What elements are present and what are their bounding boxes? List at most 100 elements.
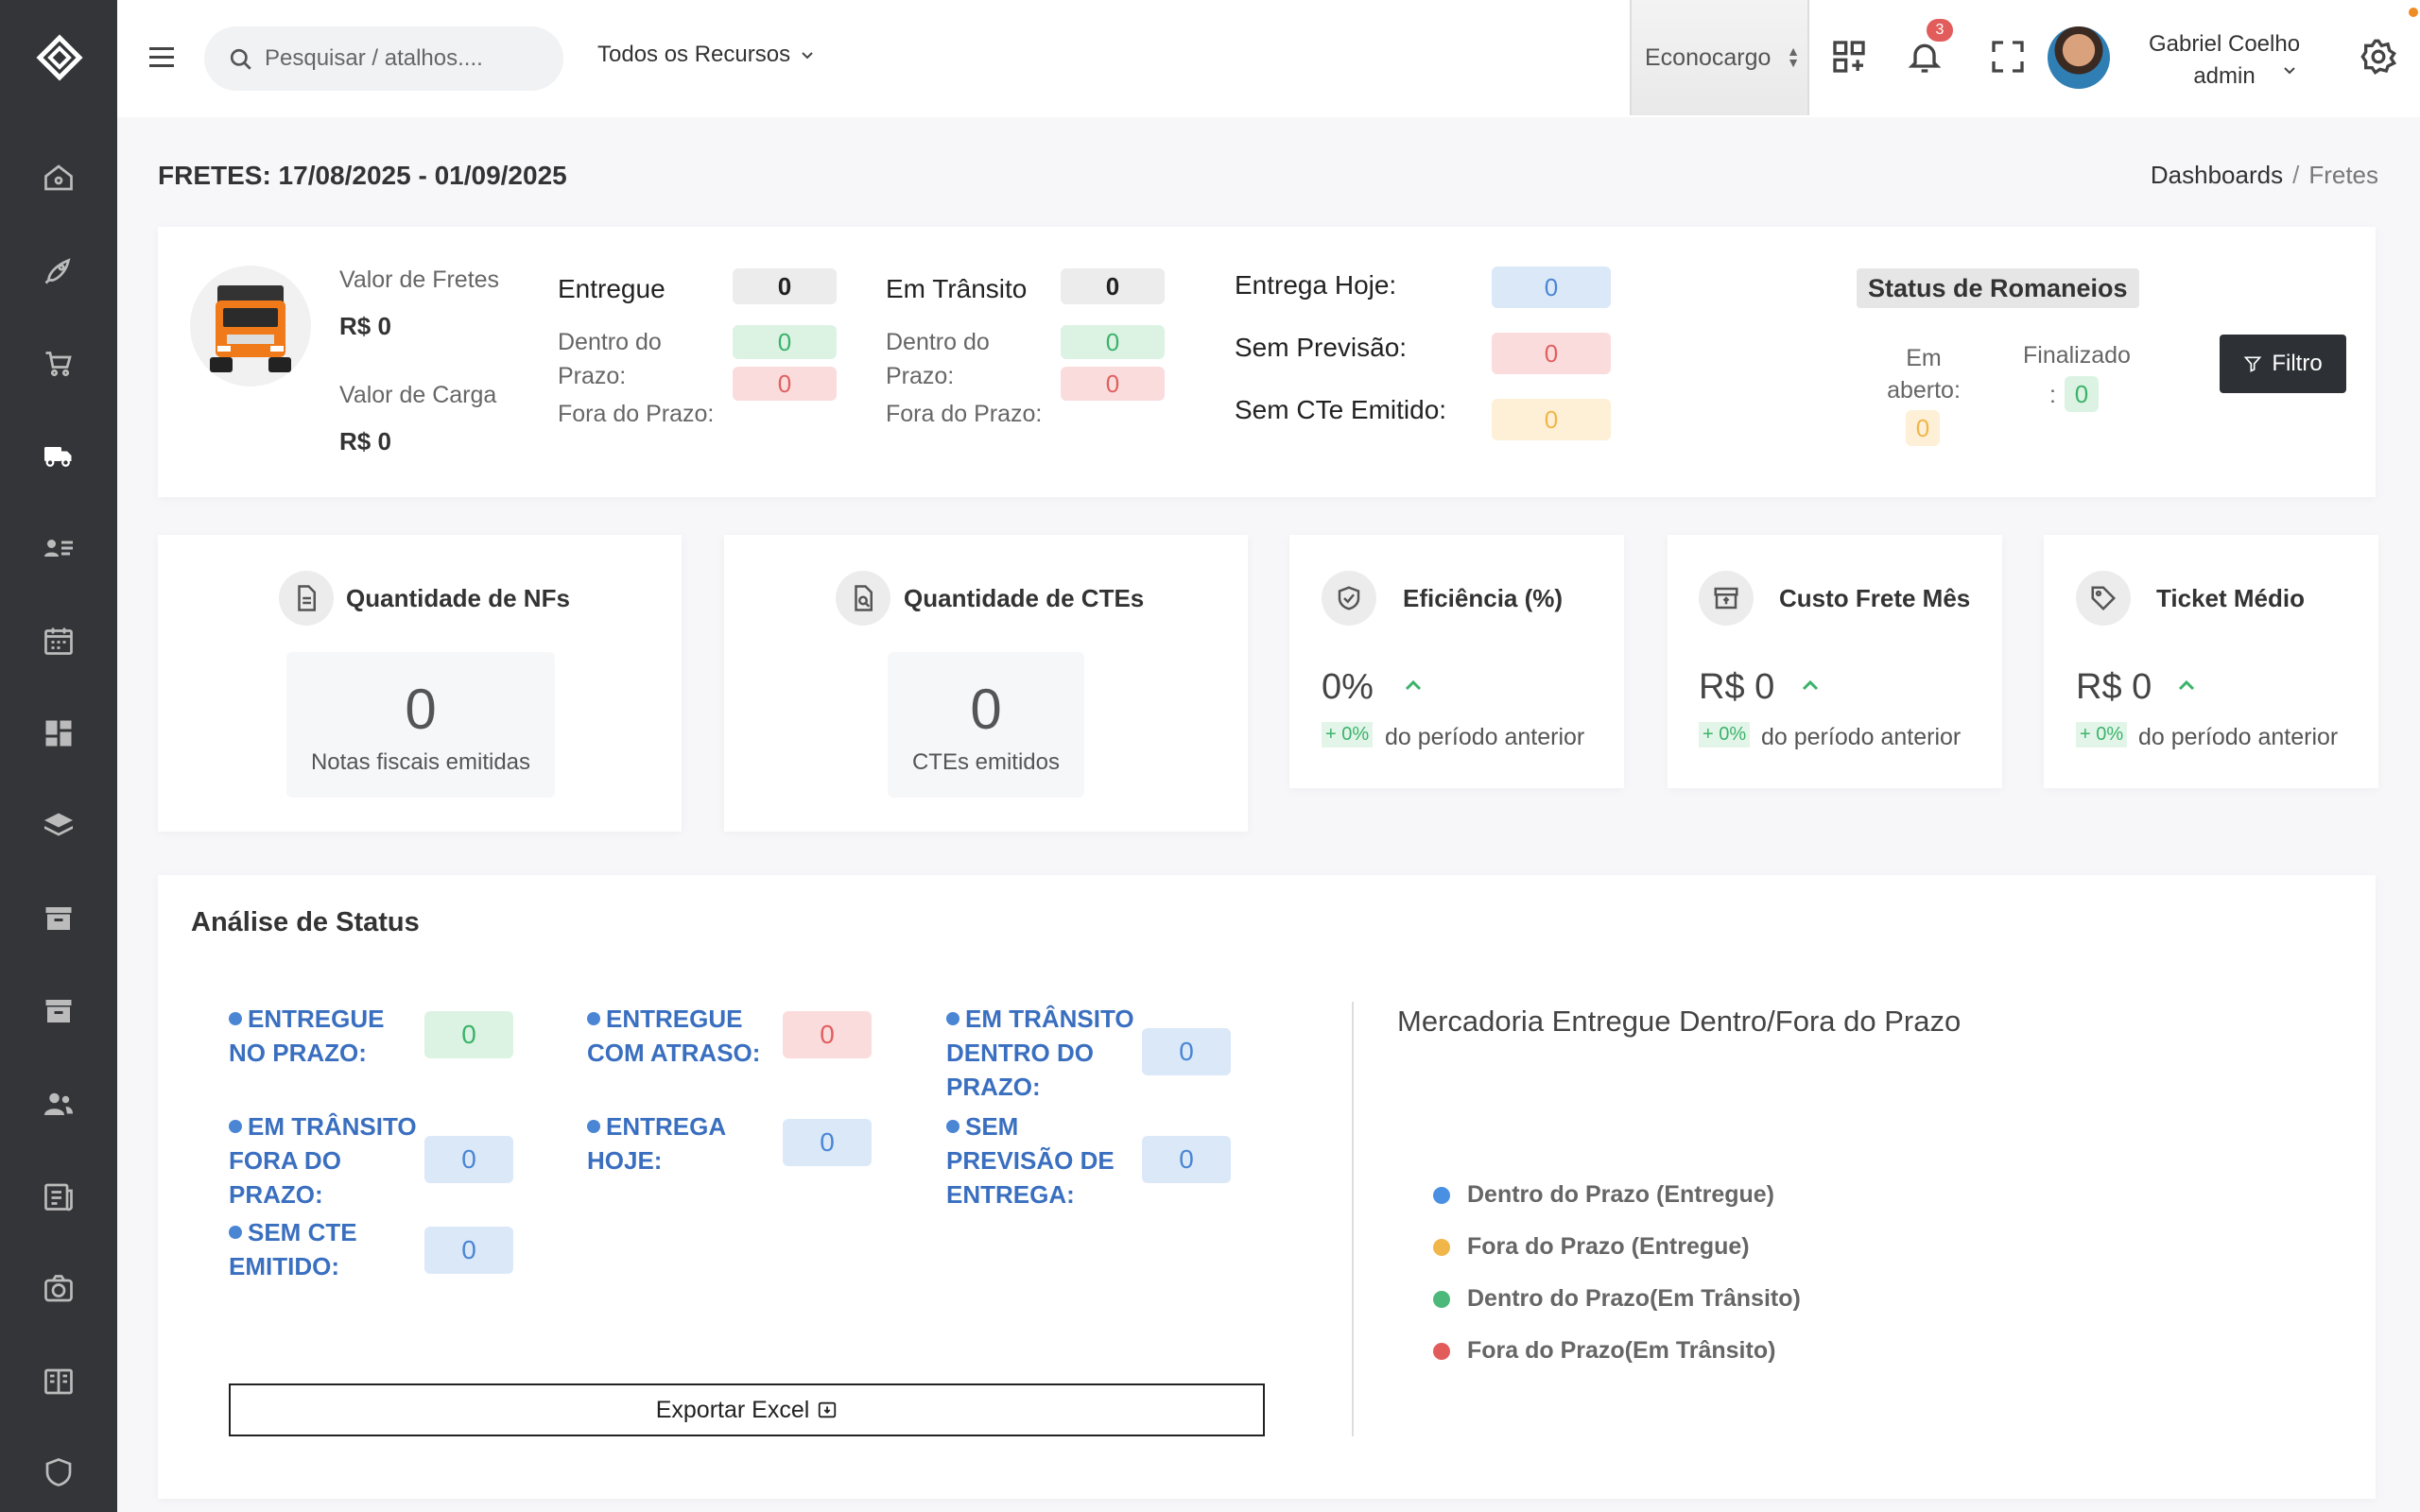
contacts-icon[interactable]	[38, 527, 79, 569]
transito-label: Em Trânsito	[886, 274, 1028, 303]
ctes-box: 0 CTEs emitidos	[888, 652, 1084, 798]
home-icon[interactable]	[38, 157, 79, 198]
archive-icon[interactable]	[38, 898, 79, 939]
legend-item[interactable]: Fora do Prazo(Em Trânsito)	[1433, 1337, 1775, 1365]
status-item-label: EM TRÂNSITO FORA DO PRAZO:	[229, 1112, 417, 1209]
ctes-value: 0	[970, 678, 1002, 741]
sidebar	[0, 0, 117, 1512]
avatar[interactable]	[2048, 26, 2110, 89]
legend-dot	[1433, 1290, 1450, 1308]
rocket-icon[interactable]	[38, 249, 79, 291]
em-aberto-value: 0	[1906, 410, 1940, 446]
breadcrumb-fretes: Fretes	[2308, 161, 2378, 189]
bullet-dot	[229, 1226, 242, 1239]
nfs-box: 0 Notas fiscais emitidas	[286, 652, 555, 798]
status-item-value: 0	[783, 1119, 872, 1166]
breadcrumb-dashboards[interactable]: Dashboards	[2150, 161, 2284, 189]
eficiencia-title: Eficiência (%)	[1403, 584, 1564, 612]
truck-icon[interactable]	[38, 435, 79, 476]
search-box	[204, 26, 563, 91]
cart-icon[interactable]	[38, 342, 79, 384]
book-icon[interactable]	[38, 1361, 79, 1402]
filtro-label: Filtro	[2272, 351, 2323, 376]
divider	[1352, 1002, 1354, 1436]
search-input[interactable]	[265, 26, 548, 91]
arrow-up-icon	[1802, 679, 1819, 691]
valor-carga-value: R$ 0	[339, 427, 391, 455]
calendar-icon[interactable]	[38, 620, 79, 662]
users-icon[interactable]	[38, 1083, 79, 1125]
select-arrows-icon: ▲ ▼	[1787, 43, 1800, 70]
legend-dot	[1433, 1238, 1450, 1256]
export-excel-button[interactable]: Exportar Excel	[229, 1383, 1265, 1436]
notification-badge: 3	[1927, 19, 1953, 42]
user-menu[interactable]: Gabriel Coelho admin	[2135, 28, 2314, 93]
legend-label: Fora do Prazo (Entregue)	[1467, 1233, 1750, 1260]
status-item-label: ENTREGUE COM ATRASO:	[587, 1005, 761, 1067]
status-item-value: 0	[1142, 1136, 1231, 1183]
download-box-icon	[819, 1401, 837, 1418]
legend-item[interactable]: Dentro do Prazo (Entregue)	[1433, 1181, 1774, 1209]
bell-icon[interactable]	[1906, 38, 1944, 76]
gear-icon[interactable]	[2360, 38, 2397, 76]
fullscreen-icon[interactable]	[1989, 38, 2027, 76]
nfs-sub: Notas fiscais emitidas	[310, 749, 531, 775]
sem-previsao-label: Sem Previsão:	[1235, 333, 1408, 362]
apps-add-icon[interactable]	[1830, 38, 1868, 76]
entregue-fora-label: Fora do Prazo:	[558, 401, 715, 427]
status-item-value: 0	[424, 1136, 513, 1183]
logo-icon[interactable]	[36, 34, 83, 81]
document-icon[interactable]	[38, 1176, 79, 1217]
document-search-icon	[836, 571, 890, 626]
custo-title: Custo Frete Mês	[1779, 584, 1971, 612]
pie-chart	[1796, 1087, 2174, 1465]
truck-image-icon	[190, 266, 311, 387]
chevron-down-icon[interactable]	[2282, 62, 2297, 77]
status-item-value: 0	[1142, 1028, 1231, 1075]
resources-dropdown-label: Todos os Recursos	[597, 42, 791, 67]
entregue-fora-value: 0	[733, 367, 837, 401]
document-icon	[279, 571, 334, 626]
resources-dropdown[interactable]: Todos os Recursos	[597, 42, 815, 68]
ctes-sub: CTEs emitidos	[911, 749, 1061, 775]
eficiencia-value: 0%	[1322, 667, 1374, 707]
chevron-down-icon	[802, 52, 813, 60]
status-item-value: 0	[424, 1011, 513, 1058]
entrega-hoje-label: Entrega Hoje:	[1235, 270, 1397, 300]
status-dot	[2409, 8, 2418, 17]
status-item-label: ENTREGA HOJE:	[587, 1112, 726, 1175]
entregue-value: 0	[733, 268, 837, 304]
custo-period: do período anterior	[1761, 724, 1962, 750]
bullet-dot	[587, 1012, 600, 1025]
valor-fretes-label: Valor de Fretes	[339, 266, 500, 293]
eficiencia-period: do período anterior	[1385, 724, 1585, 750]
nfs-title: Quantidade de NFs	[346, 584, 570, 612]
nfs-value: 0	[405, 678, 437, 741]
legend-item[interactable]: Fora do Prazo (Entregue)	[1433, 1233, 1750, 1261]
sem-cte-label: Sem CTe Emitido:	[1235, 395, 1447, 424]
transito-dentro-label: Dentro do Prazo:	[886, 329, 990, 389]
dashboard-icon[interactable]	[38, 713, 79, 754]
finalizado-value: 0	[2065, 376, 2099, 412]
finalizado-colon: :	[2049, 382, 2056, 408]
legend-label: Fora do Prazo(Em Trânsito)	[1467, 1337, 1776, 1364]
entregue-label: Entregue	[558, 274, 666, 303]
layers-icon[interactable]	[38, 805, 79, 847]
company-select[interactable]: Econocargo ▲ ▼	[1630, 0, 1809, 115]
user-role: admin	[2193, 63, 2256, 89]
breadcrumb: Dashboards / Fretes	[2150, 161, 2378, 189]
filtro-button[interactable]: Filtro	[2220, 335, 2346, 393]
topbar: Todos os Recursos Econocargo ▲▼ 3 Gabrie…	[117, 0, 2420, 117]
bullet-dot	[229, 1120, 242, 1133]
romaneios-title: Status de Romaneios	[1857, 268, 2139, 308]
ctes-title: Quantidade de CTEs	[904, 584, 1145, 612]
shield-check-icon	[1322, 571, 1376, 626]
legend-item[interactable]: Dentro do Prazo(Em Trânsito)	[1433, 1285, 1801, 1313]
shield-icon[interactable]	[38, 1452, 79, 1493]
camera-icon[interactable]	[38, 1268, 79, 1310]
bullet-dot	[587, 1120, 600, 1133]
hamburger-menu-icon[interactable]	[147, 43, 178, 72]
entregue-dentro-value: 0	[733, 325, 837, 359]
archive-box-icon[interactable]	[38, 990, 79, 1032]
legend-label: Dentro do Prazo (Entregue)	[1467, 1181, 1775, 1208]
